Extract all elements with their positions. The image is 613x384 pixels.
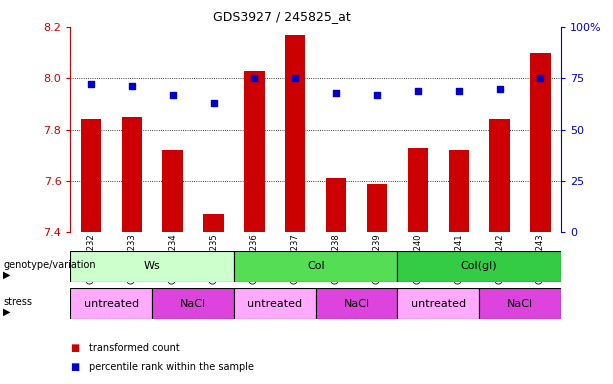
Point: [208, 100, 218, 106]
Text: Col: Col: [307, 262, 324, 271]
Point: [413, 88, 423, 94]
Text: NaCl: NaCl: [343, 299, 370, 309]
Text: NaCl: NaCl: [180, 299, 206, 309]
Text: transformed count: transformed count: [89, 343, 180, 353]
Point: [86, 81, 96, 88]
Bar: [326, 179, 346, 232]
Text: genotype/variation: genotype/variation: [3, 260, 96, 270]
Point: [331, 89, 341, 96]
Bar: [367, 184, 387, 232]
Bar: [408, 147, 428, 232]
Text: untreated: untreated: [84, 299, 139, 309]
Bar: [530, 53, 550, 232]
Text: GDS3927 / 245825_at: GDS3927 / 245825_at: [213, 10, 351, 23]
Bar: [479, 288, 561, 319]
Bar: [397, 288, 479, 319]
Bar: [234, 251, 397, 282]
Bar: [204, 214, 224, 232]
Bar: [70, 288, 152, 319]
Point: [454, 88, 463, 94]
Point: [127, 83, 137, 89]
Point: [249, 75, 259, 81]
Text: untreated: untreated: [411, 299, 466, 309]
Text: NaCl: NaCl: [507, 299, 533, 309]
Bar: [489, 119, 510, 232]
Bar: [316, 288, 397, 319]
Bar: [397, 251, 561, 282]
Bar: [162, 150, 183, 232]
Bar: [449, 150, 469, 232]
Point: [291, 75, 300, 81]
Point: [168, 92, 178, 98]
Point: [372, 92, 382, 98]
Bar: [121, 117, 142, 232]
Text: percentile rank within the sample: percentile rank within the sample: [89, 362, 254, 372]
Bar: [70, 251, 234, 282]
Bar: [234, 288, 316, 319]
Bar: [285, 35, 305, 232]
Text: ■: ■: [70, 343, 80, 353]
Text: ■: ■: [70, 362, 80, 372]
Text: stress: stress: [3, 297, 32, 307]
Text: ▶: ▶: [3, 269, 10, 280]
Text: untreated: untreated: [247, 299, 302, 309]
Point: [495, 85, 504, 91]
Point: [536, 75, 546, 81]
Bar: [244, 71, 265, 232]
Text: Col(gl): Col(gl): [461, 262, 498, 271]
Bar: [81, 119, 101, 232]
Text: Ws: Ws: [144, 262, 161, 271]
Bar: [152, 288, 234, 319]
Text: ▶: ▶: [3, 306, 10, 317]
